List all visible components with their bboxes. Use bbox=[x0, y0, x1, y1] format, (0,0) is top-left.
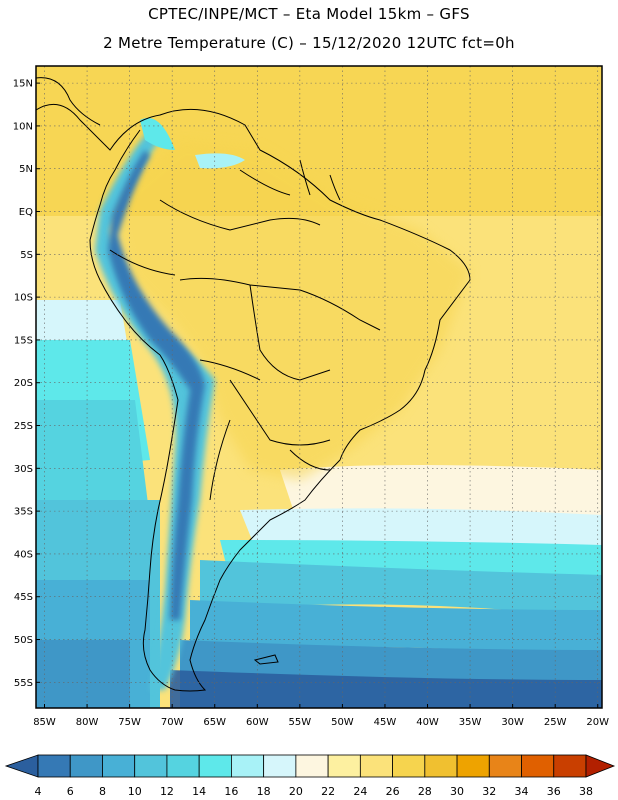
lat-tick-label: 20S bbox=[14, 378, 33, 389]
lon-tick-label: 70W bbox=[161, 717, 184, 728]
colorbar-bin bbox=[134, 754, 168, 778]
lat-tick-label: 10S bbox=[14, 293, 33, 304]
lat-tick-label: 45S bbox=[14, 592, 33, 603]
lat-tick-label: 5S bbox=[20, 250, 33, 261]
colorbar-bin bbox=[166, 754, 200, 778]
lon-tick-label: 60W bbox=[246, 717, 269, 728]
lon-tick-label: 25W bbox=[544, 717, 567, 728]
colorbar-label: 16 bbox=[224, 785, 238, 798]
colorbar-bin bbox=[295, 754, 329, 778]
lat-tick-label: 50S bbox=[14, 635, 33, 646]
colorbar-label: 10 bbox=[128, 785, 142, 798]
colorbar: 4 6 8 10 12 14 16 18 20 22 24 26 28 30 32 34 36 38 bbox=[4, 754, 616, 798]
colorbar-bin bbox=[263, 754, 297, 778]
colorbar-label: 22 bbox=[321, 785, 335, 798]
temperature-field bbox=[36, 66, 602, 708]
colorbar-label: 18 bbox=[257, 785, 271, 798]
colorbar-bin bbox=[488, 754, 522, 778]
colorbar-under-arrow bbox=[4, 754, 39, 778]
colorbar-label: 12 bbox=[160, 785, 174, 798]
colorbar-label: 30 bbox=[450, 785, 464, 798]
lon-tick-label: 65W bbox=[203, 717, 226, 728]
lat-tick-label: 35S bbox=[14, 507, 33, 518]
colorbar-label: 6 bbox=[67, 785, 74, 798]
colorbar-bin bbox=[37, 754, 71, 778]
lon-tick-label: 40W bbox=[416, 717, 439, 728]
colorbar-bin bbox=[69, 754, 103, 778]
colorbar-bin bbox=[456, 754, 490, 778]
title-line-1: CPTEC/INPE/MCT – Eta Model 15km – GFS bbox=[148, 5, 470, 23]
lon-tick-label: 75W bbox=[118, 717, 141, 728]
colorbar-label: 26 bbox=[386, 785, 400, 798]
colorbar-bin bbox=[327, 754, 361, 778]
lon-tick-label: 80W bbox=[76, 717, 99, 728]
colorbar-bin bbox=[392, 754, 426, 778]
lon-tick-label: 45W bbox=[374, 717, 397, 728]
lon-tick-label: 50W bbox=[331, 717, 354, 728]
colorbar-bin bbox=[553, 754, 587, 778]
lat-tick-label: 25S bbox=[14, 421, 33, 432]
colorbar-bin bbox=[359, 754, 393, 778]
map-frame bbox=[35, 65, 603, 709]
colorbar-bin bbox=[231, 754, 265, 778]
lat-tick-label: 40S bbox=[14, 549, 33, 560]
colorbar-bin bbox=[521, 754, 555, 778]
colorbar-bin bbox=[198, 754, 232, 778]
lat-tick-label: 5N bbox=[19, 164, 33, 175]
colorbar-label: 36 bbox=[547, 785, 561, 798]
colorbar-label: 24 bbox=[353, 785, 367, 798]
colorbar-label: 32 bbox=[482, 785, 496, 798]
colorbar-label: 38 bbox=[579, 785, 593, 798]
colorbar-label: 28 bbox=[418, 785, 432, 798]
colorbar-over-arrow bbox=[585, 754, 616, 778]
lat-tick-label: EQ bbox=[19, 207, 33, 218]
lon-tick-label: 55W bbox=[289, 717, 312, 728]
lat-tick-label: 30S bbox=[14, 464, 33, 475]
latitude-labels: 15N 10N 5N EQ 5S 10S 15S 20S 25S 30S 35S 40S 45S 50S 5… bbox=[13, 79, 40, 689]
colorbar-bin bbox=[102, 754, 136, 778]
lat-tick-label: 15S bbox=[14, 335, 33, 346]
lon-tick-label: 35W bbox=[459, 717, 482, 728]
colorbar-label: 8 bbox=[99, 785, 106, 798]
lon-tick-label: 85W bbox=[33, 717, 56, 728]
colorbar-label: 34 bbox=[515, 785, 529, 798]
colorbar-label: 20 bbox=[289, 785, 303, 798]
longitude-labels: 85W 80W 75W 70W 65W 60W 55W 50W 45W 40W 35W 30W 25W 2… bbox=[33, 704, 609, 728]
colorbar-bin bbox=[424, 754, 458, 778]
colorbar-label: 14 bbox=[192, 785, 206, 798]
coastline bbox=[36, 77, 471, 692]
lon-tick-label: 30W bbox=[501, 717, 524, 728]
lat-tick-label: 15N bbox=[13, 79, 33, 90]
lat-tick-label: 55S bbox=[14, 678, 33, 689]
colorbar-label: 4 bbox=[35, 785, 42, 798]
lon-tick-label: 20W bbox=[586, 717, 609, 728]
lat-tick-label: 10N bbox=[13, 121, 33, 132]
title-line-2: 2 Metre Temperature (C) – 15/12/2020 12U… bbox=[103, 34, 515, 52]
